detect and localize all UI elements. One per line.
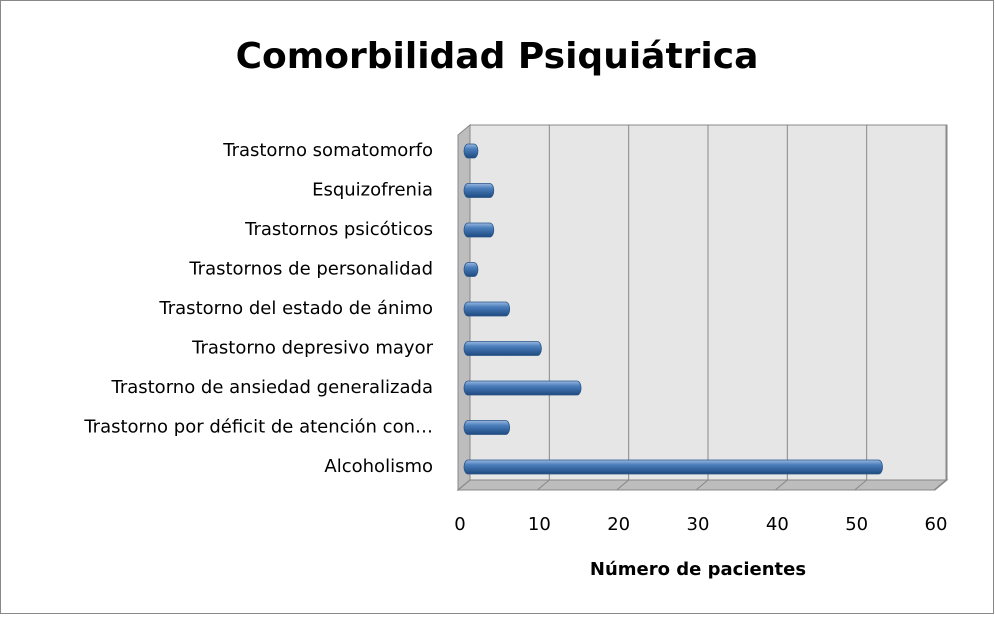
bar xyxy=(463,143,479,159)
grid-line xyxy=(616,479,629,491)
y-tick-label: Trastornos de personalidad xyxy=(188,259,433,280)
x-axis-title: Número de pacientes xyxy=(590,559,806,580)
x-tick-label: 50 xyxy=(845,514,868,535)
x-tick-label: 0 xyxy=(454,514,465,535)
y-tick-label: Trastorno depresivo mayor xyxy=(191,338,433,359)
grid-line xyxy=(537,479,550,491)
y-tick-label: Trastorno de ansiedad generalizada xyxy=(110,377,433,398)
grid-line xyxy=(775,479,788,491)
y-tick-label: Trastornos psicóticos xyxy=(244,219,433,240)
grid-line xyxy=(695,479,709,491)
bar xyxy=(463,420,511,435)
x-tick-label: 30 xyxy=(687,514,710,535)
bar xyxy=(463,301,511,317)
bar xyxy=(463,183,495,198)
x-tick-label: 60 xyxy=(925,514,948,535)
grid-line xyxy=(457,479,471,491)
y-tick-label: Trastorno por déficit de atención con… xyxy=(83,417,433,438)
y-tick-label: Trastorno somatomorfo xyxy=(222,140,433,161)
y-tick-label: Esquizofrenia xyxy=(312,180,433,201)
x-tick-label: 10 xyxy=(528,514,551,535)
y-tick-label: Alcoholismo xyxy=(324,456,433,477)
chart-title: Comorbilidad Psiquiátrica xyxy=(236,36,759,77)
bar xyxy=(463,341,542,356)
bar xyxy=(463,262,479,277)
grid-line xyxy=(854,479,867,491)
x-tick-label: 20 xyxy=(607,514,630,535)
bar xyxy=(463,222,495,238)
grid-line xyxy=(933,479,947,491)
bar xyxy=(463,459,883,475)
y-tick-label: Trastorno del estado de ánimo xyxy=(158,298,433,319)
x-tick-label: 40 xyxy=(766,514,789,535)
bar xyxy=(463,380,582,396)
